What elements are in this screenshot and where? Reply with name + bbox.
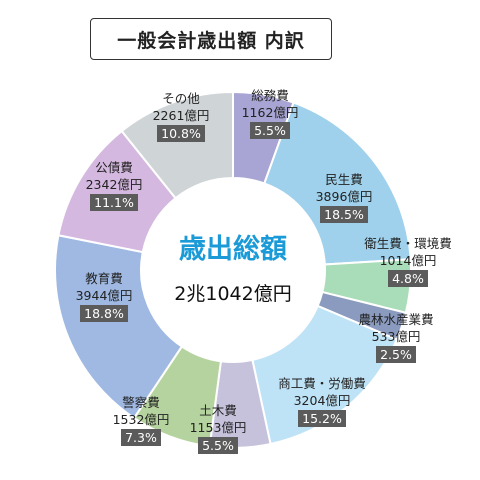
slice-value-label: 3896億円 (316, 189, 373, 204)
percent-badge (80, 305, 128, 322)
slice-percent-label: 5.5% (254, 123, 286, 138)
slice-name-label: 公債費 (95, 160, 133, 175)
pie-slice-2 (263, 101, 412, 266)
slice-percent-label: 18.8% (84, 306, 124, 321)
slice-percent-label: 4.8% (392, 271, 424, 286)
percent-badge (320, 206, 368, 223)
slice-name-label: 警察費 (122, 395, 160, 410)
percent-badge (250, 122, 290, 139)
slice-name-label: 総務費 (251, 88, 289, 103)
slice-value-label: 2261億円 (153, 108, 210, 123)
percent-badge (388, 270, 428, 287)
percent-badge (298, 410, 346, 427)
slice-label-group-8: 教育費 3944億円 18.8% (76, 271, 133, 322)
slice-value-label: 3944億円 (76, 288, 133, 303)
percent-badge (198, 437, 238, 454)
slice-label-group-6: 土木費 1153億円 5.5% (190, 403, 247, 454)
slice-percent-label: 10.8% (161, 126, 201, 141)
slice-percent-label: 5.5% (202, 438, 234, 453)
slice-value-label: 2342億円 (86, 177, 143, 192)
percent-badge (121, 429, 161, 446)
percent-badge (157, 125, 205, 142)
slice-value-label: 533億円 (372, 329, 421, 344)
slice-percent-label: 2.5% (380, 347, 412, 362)
slice-label-group-7: 警察費 1532億円 7.3% (113, 395, 170, 446)
slice-name-label: 衛生費・環境費 (364, 236, 452, 251)
slice-value-label: 1162億円 (242, 105, 299, 120)
slice-label-group-4: 農林水産業費 533億円 2.5% (358, 312, 434, 363)
slice-label-group-5: 商工費・労働費 3204億円 15.2% (278, 376, 366, 427)
slice-percent-label: 7.3% (125, 430, 157, 445)
slice-name-label: 商工費・労働費 (278, 376, 366, 391)
slice-name-label: 教育費 (85, 271, 123, 286)
percent-badge (376, 346, 416, 363)
slice-name-label: 土木費 (199, 403, 237, 418)
slice-label-group-3: 衛生費・環境費 1014億円 4.8% (364, 236, 452, 287)
donut-hole (142, 179, 324, 361)
center-title: 歳出総額 (179, 233, 287, 265)
pie-slice-10 (120, 90, 234, 200)
slice-label-group-10: その他 2261億円 10.8% (153, 91, 210, 142)
slice-name-label: 農林水産業費 (358, 312, 433, 327)
slice-name-label: 民生費 (325, 172, 363, 187)
slice-value-label: 1014億円 (380, 253, 437, 268)
slice-label-group-9: 公債費 2342億円 11.1% (86, 160, 143, 211)
slice-value-label: 3204億円 (294, 393, 351, 408)
slice-percent-label: 15.2% (302, 411, 342, 426)
slice-value-label: 1153億円 (190, 420, 247, 435)
pie-slice-8 (54, 234, 184, 420)
chart-title: 一般会計歳出額 内訳 (90, 18, 332, 60)
slice-value-label: 1532億円 (113, 412, 170, 427)
percent-badge (90, 194, 138, 211)
slice-percent-label: 11.1% (94, 195, 134, 210)
slice-name-label: その他 (162, 91, 200, 106)
slice-percent-label: 18.5% (324, 207, 364, 222)
center-total: 2兆1042億円 (174, 283, 291, 305)
slice-label-group-1: 総務費 1162億円 5.5% (242, 88, 299, 139)
slice-label-group-2: 民生費 3896億円 18.5% (316, 172, 373, 223)
